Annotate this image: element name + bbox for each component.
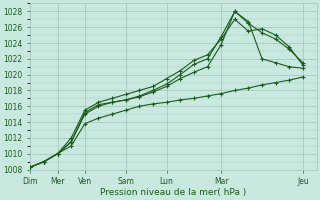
X-axis label: Pression niveau de la mer( hPa ): Pression niveau de la mer( hPa ) [100, 188, 247, 197]
